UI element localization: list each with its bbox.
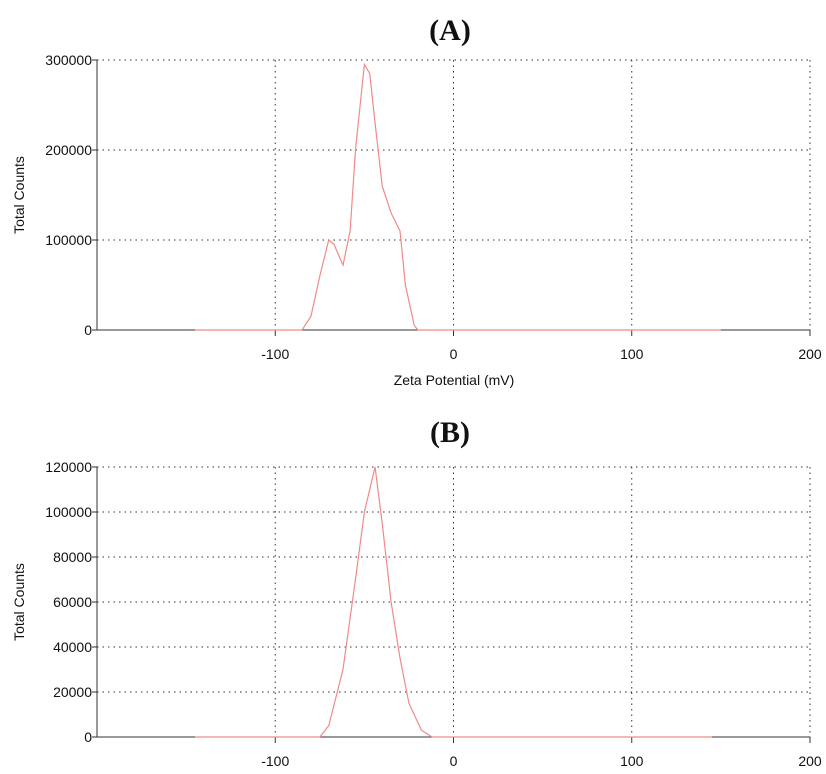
y-tick-label: 100000: [45, 232, 92, 248]
x-tick-label: 100: [620, 346, 644, 362]
chart-title: (A): [429, 14, 471, 47]
y-tick-label: 80000: [53, 549, 92, 565]
y-tick-label: 40000: [53, 639, 92, 655]
y-tick-label: 0: [84, 322, 92, 338]
y-tick-label: 200000: [45, 142, 92, 158]
chart-title: (B): [430, 416, 470, 449]
x-tick-label: 0: [450, 753, 458, 769]
x-tick-label: 200: [798, 753, 822, 769]
y-axis-label: Total Counts: [11, 563, 27, 641]
y-tick-label: 120000: [45, 459, 92, 475]
chart: (A)Total CountsZeta Potential (mV)010000…: [0, 0, 826, 769]
x-axis-label: Zeta Potential (mV): [394, 372, 515, 388]
x-tick-label: 200: [798, 346, 822, 362]
y-axis-label: Total Counts: [11, 156, 27, 234]
data-line: [195, 65, 721, 331]
y-tick-label: 20000: [53, 684, 92, 700]
page: (A)Total CountsZeta Potential (mV)010000…: [0, 0, 826, 774]
y-tick-label: 60000: [53, 594, 92, 610]
x-tick-label: -100: [261, 753, 289, 769]
x-tick-label: -100: [261, 346, 289, 362]
y-tick-label: 300000: [45, 52, 92, 68]
y-tick-label: 0: [84, 729, 92, 745]
data-line: [195, 467, 712, 737]
y-tick-label: 100000: [45, 504, 92, 520]
x-tick-label: 0: [450, 346, 458, 362]
x-tick-label: 100: [620, 753, 644, 769]
